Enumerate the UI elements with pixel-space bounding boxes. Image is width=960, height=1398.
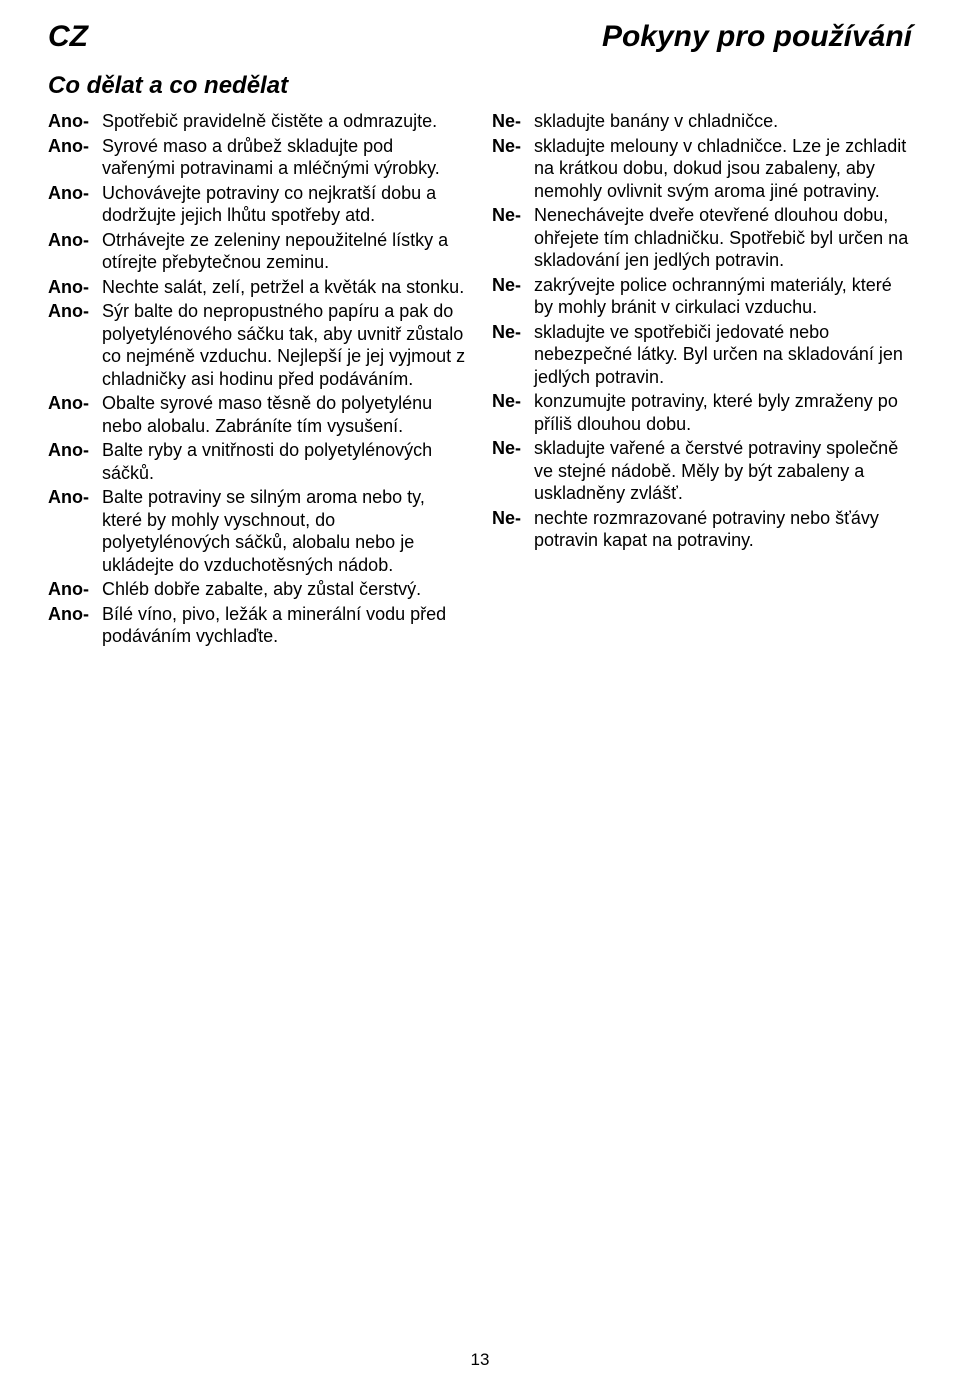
item-prefix-ne: Ne- [492, 321, 534, 389]
item-prefix-ne: Ne- [492, 274, 534, 319]
item-text: Bílé víno, pivo, ležák a minerální vodu … [102, 603, 468, 648]
item-text: Syrové maso a drůbež skladujte pod vařen… [102, 135, 468, 180]
item-prefix-ano: Ano- [48, 182, 102, 227]
item-prefix-ano: Ano- [48, 229, 102, 274]
item-prefix-ano: Ano- [48, 439, 102, 484]
item-text: Nenechávejte dveře otevřené dlouhou dobu… [534, 204, 912, 272]
page-number: 13 [0, 1350, 960, 1370]
item-prefix-ano: Ano- [48, 135, 102, 180]
item-prefix-ano: Ano- [48, 110, 102, 133]
item-text: Otrhávejte ze zeleniny nepoužitelné líst… [102, 229, 468, 274]
item-text: Sýr balte do nepropustného papíru a pak … [102, 300, 468, 390]
list-item: Ne-konzumujte potraviny, které byly zmra… [492, 390, 912, 435]
list-item: Ano-Balte potraviny se silným aroma nebo… [48, 486, 468, 576]
item-text: skladujte banány v chladničce. [534, 110, 912, 133]
list-item: Ne-zakrývejte police ochrannými materiál… [492, 274, 912, 319]
list-item: Ano-Otrhávejte ze zeleniny nepoužitelné … [48, 229, 468, 274]
header: CZ Pokyny pro používání [48, 20, 912, 54]
right-column: Ne-skladujte banány v chladničce.Ne-skla… [492, 110, 912, 650]
item-text: zakrývejte police ochrannými materiály, … [534, 274, 912, 319]
document-title: Pokyny pro používání [602, 20, 912, 54]
list-item: Ne-skladujte melouny v chladničce. Lze j… [492, 135, 912, 203]
item-text: Balte ryby a vnitřnosti do polyetylénový… [102, 439, 468, 484]
item-prefix-ne: Ne- [492, 110, 534, 133]
item-prefix-ano: Ano- [48, 392, 102, 437]
list-item: Ano-Obalte syrové maso těsně do polyetyl… [48, 392, 468, 437]
item-text: Chléb dobře zabalte, aby zůstal čerstvý. [102, 578, 468, 601]
list-item: Ne-nechte rozmrazované potraviny nebo šť… [492, 507, 912, 552]
list-item: Ano-Bílé víno, pivo, ležák a minerální v… [48, 603, 468, 648]
item-prefix-ne: Ne- [492, 437, 534, 505]
item-text: Balte potraviny se silným aroma nebo ty,… [102, 486, 468, 576]
item-prefix-ano: Ano- [48, 276, 102, 299]
list-item: Ne-skladujte ve spotřebiči jedovaté nebo… [492, 321, 912, 389]
item-text: konzumujte potraviny, které byly zmražen… [534, 390, 912, 435]
item-prefix-ano: Ano- [48, 578, 102, 601]
item-text: skladujte vařené a čerstvé potraviny spo… [534, 437, 912, 505]
item-text: skladujte ve spotřebiči jedovaté nebo ne… [534, 321, 912, 389]
item-prefix-ne: Ne- [492, 390, 534, 435]
item-text: Obalte syrové maso těsně do polyetylénu … [102, 392, 468, 437]
list-item: Ano-Balte ryby a vnitřnosti do polyetylé… [48, 439, 468, 484]
list-item: Ne-skladujte banány v chladničce. [492, 110, 912, 133]
section-title: Co dělat a co nedělat [48, 72, 912, 100]
list-item: Ano-Nechte salát, zelí, petržel a květák… [48, 276, 468, 299]
list-item: Ne-Nenechávejte dveře otevřené dlouhou d… [492, 204, 912, 272]
item-text: Nechte salát, zelí, petržel a květák na … [102, 276, 468, 299]
list-item: Ano-Uchovávejte potraviny co nejkratší d… [48, 182, 468, 227]
item-prefix-ne: Ne- [492, 204, 534, 272]
item-text: skladujte melouny v chladničce. Lze je z… [534, 135, 912, 203]
item-text: nechte rozmrazované potraviny nebo šťávy… [534, 507, 912, 552]
content-columns: Ano-Spotřebič pravidelně čistěte a odmra… [48, 110, 912, 650]
item-prefix-ano: Ano- [48, 603, 102, 648]
language-code: CZ [48, 20, 88, 54]
item-text: Spotřebič pravidelně čistěte a odmrazujt… [102, 110, 468, 133]
list-item: Ne-skladujte vařené a čerstvé potraviny … [492, 437, 912, 505]
item-text: Uchovávejte potraviny co nejkratší dobu … [102, 182, 468, 227]
item-prefix-ne: Ne- [492, 507, 534, 552]
list-item: Ano-Spotřebič pravidelně čistěte a odmra… [48, 110, 468, 133]
item-prefix-ne: Ne- [492, 135, 534, 203]
list-item: Ano-Sýr balte do nepropustného papíru a … [48, 300, 468, 390]
item-prefix-ano: Ano- [48, 300, 102, 390]
item-prefix-ano: Ano- [48, 486, 102, 576]
left-column: Ano-Spotřebič pravidelně čistěte a odmra… [48, 110, 468, 650]
list-item: Ano-Syrové maso a drůbež skladujte pod v… [48, 135, 468, 180]
list-item: Ano-Chléb dobře zabalte, aby zůstal čers… [48, 578, 468, 601]
